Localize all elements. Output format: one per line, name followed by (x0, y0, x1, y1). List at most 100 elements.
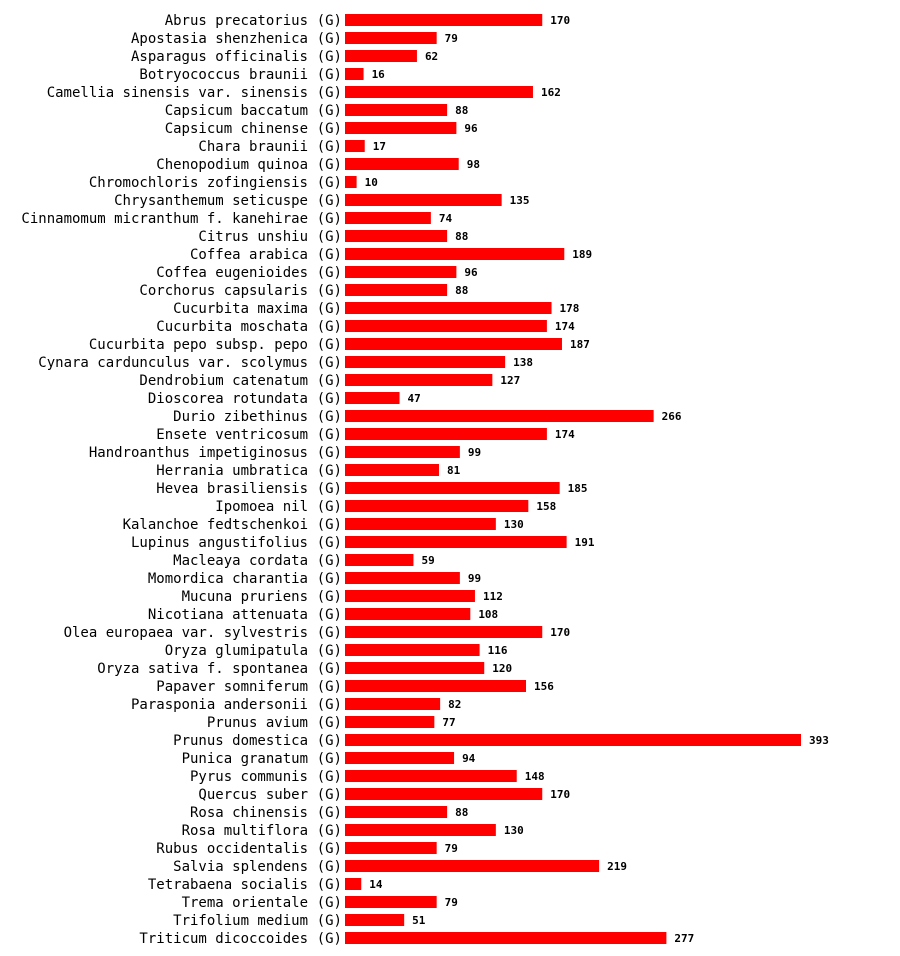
data-label: 62 (425, 50, 438, 63)
category-tag: (G) (317, 679, 342, 695)
data-label: 158 (536, 500, 556, 513)
bar (345, 374, 493, 386)
bar (345, 176, 357, 188)
bar (345, 446, 460, 458)
bar (345, 608, 471, 620)
category-tag: (G) (317, 409, 342, 425)
category-tag: (G) (317, 193, 342, 209)
data-label: 82 (448, 698, 461, 711)
data-label: 148 (525, 770, 545, 783)
bar (345, 248, 565, 260)
bar (345, 572, 460, 584)
category-label: Ipomoea nil (215, 499, 308, 515)
category-tag: (G) (317, 157, 342, 173)
data-label: 99 (468, 446, 481, 459)
data-label: 96 (464, 266, 478, 279)
bar (345, 356, 506, 368)
category-tag: (G) (317, 481, 342, 497)
bar (345, 644, 480, 656)
category-label: Prunus avium (207, 715, 308, 731)
category-label: Apostasia shenzhenica (131, 31, 308, 47)
data-label: 47 (408, 392, 421, 405)
bar (345, 824, 496, 836)
data-label: 59 (421, 554, 434, 567)
category-tag: (G) (317, 517, 342, 533)
category-tag: (G) (317, 751, 342, 767)
data-label: 178 (560, 302, 580, 315)
category-label: Tetrabaena socialis (148, 877, 308, 893)
category-tag: (G) (317, 571, 342, 587)
bar (345, 212, 431, 224)
bar (345, 482, 560, 494)
category-tag: (G) (317, 841, 342, 857)
bar (345, 68, 364, 80)
category-label: Dioscorea rotundata (148, 391, 308, 407)
data-label: 96 (464, 122, 478, 135)
bar (345, 122, 457, 134)
bar (345, 104, 448, 116)
category-label: Abrus precatorius (165, 13, 308, 29)
category-label: Trifolium medium (173, 913, 308, 929)
category-label: Rosa multiflora (182, 823, 308, 839)
bar (345, 806, 448, 818)
category-tag: (G) (317, 175, 342, 191)
category-label: Olea europaea var. sylvestris (64, 625, 308, 641)
category-label: Prunus domestica (173, 733, 308, 749)
category-label: Corchorus capsularis (139, 283, 308, 299)
category-label: Pyrus communis (190, 769, 308, 785)
category-tag: (G) (317, 103, 342, 119)
category-tag: (G) (317, 607, 342, 623)
category-tag: (G) (317, 787, 342, 803)
category-label: Kalanchoe fedtschenkoi (123, 517, 308, 533)
category-label: Hevea brasiliensis (156, 481, 308, 497)
category-tag: (G) (317, 373, 342, 389)
category-tag: (G) (317, 913, 342, 929)
bar (345, 932, 667, 944)
category-label: Dendrobium catenatum (139, 373, 308, 389)
category-label: Camellia sinensis var. sinensis (47, 85, 308, 101)
bar (345, 194, 502, 206)
category-label: Papaver somniferum (156, 679, 308, 695)
category-tag: (G) (317, 895, 342, 911)
category-tag: (G) (317, 733, 342, 749)
bar (345, 464, 439, 476)
category-tag: (G) (317, 85, 342, 101)
data-label: 219 (607, 860, 627, 873)
category-tag: (G) (317, 931, 342, 947)
category-tag: (G) (317, 139, 342, 155)
bar (345, 770, 517, 782)
category-tag: (G) (317, 805, 342, 821)
category-label: Parasponia andersonii (131, 697, 308, 713)
data-label: 127 (500, 374, 520, 387)
bar (345, 518, 496, 530)
category-label: Asparagus officinalis (131, 49, 308, 65)
category-tag: (G) (317, 661, 342, 677)
bar (345, 896, 437, 908)
category-label: Handroanthus impetiginosus (89, 445, 308, 461)
category-tag: (G) (317, 211, 342, 227)
category-tag: (G) (317, 859, 342, 875)
category-tag: (G) (317, 877, 342, 893)
category-label: Citrus unshiu (198, 229, 308, 245)
data-label: 14 (369, 878, 383, 891)
data-label: 393 (809, 734, 829, 747)
bar (345, 284, 448, 296)
category-tag: (G) (317, 355, 342, 371)
bar (345, 392, 400, 404)
category-tag: (G) (317, 247, 342, 263)
category-tag: (G) (317, 283, 342, 299)
category-tag: (G) (317, 769, 342, 785)
data-label: 189 (572, 248, 592, 261)
category-label: Nicotiana attenuata (148, 607, 308, 623)
data-label: 10 (365, 176, 378, 189)
bar (345, 158, 459, 170)
data-label: 88 (455, 284, 468, 297)
category-label: Chara braunii (198, 139, 308, 155)
category-label: Punica granatum (182, 751, 308, 767)
category-label: Cynara cardunculus var. scolymus (38, 355, 308, 371)
bar (345, 410, 654, 422)
category-tag: (G) (317, 229, 342, 245)
category-label: Chromochloris zofingiensis (89, 175, 308, 191)
